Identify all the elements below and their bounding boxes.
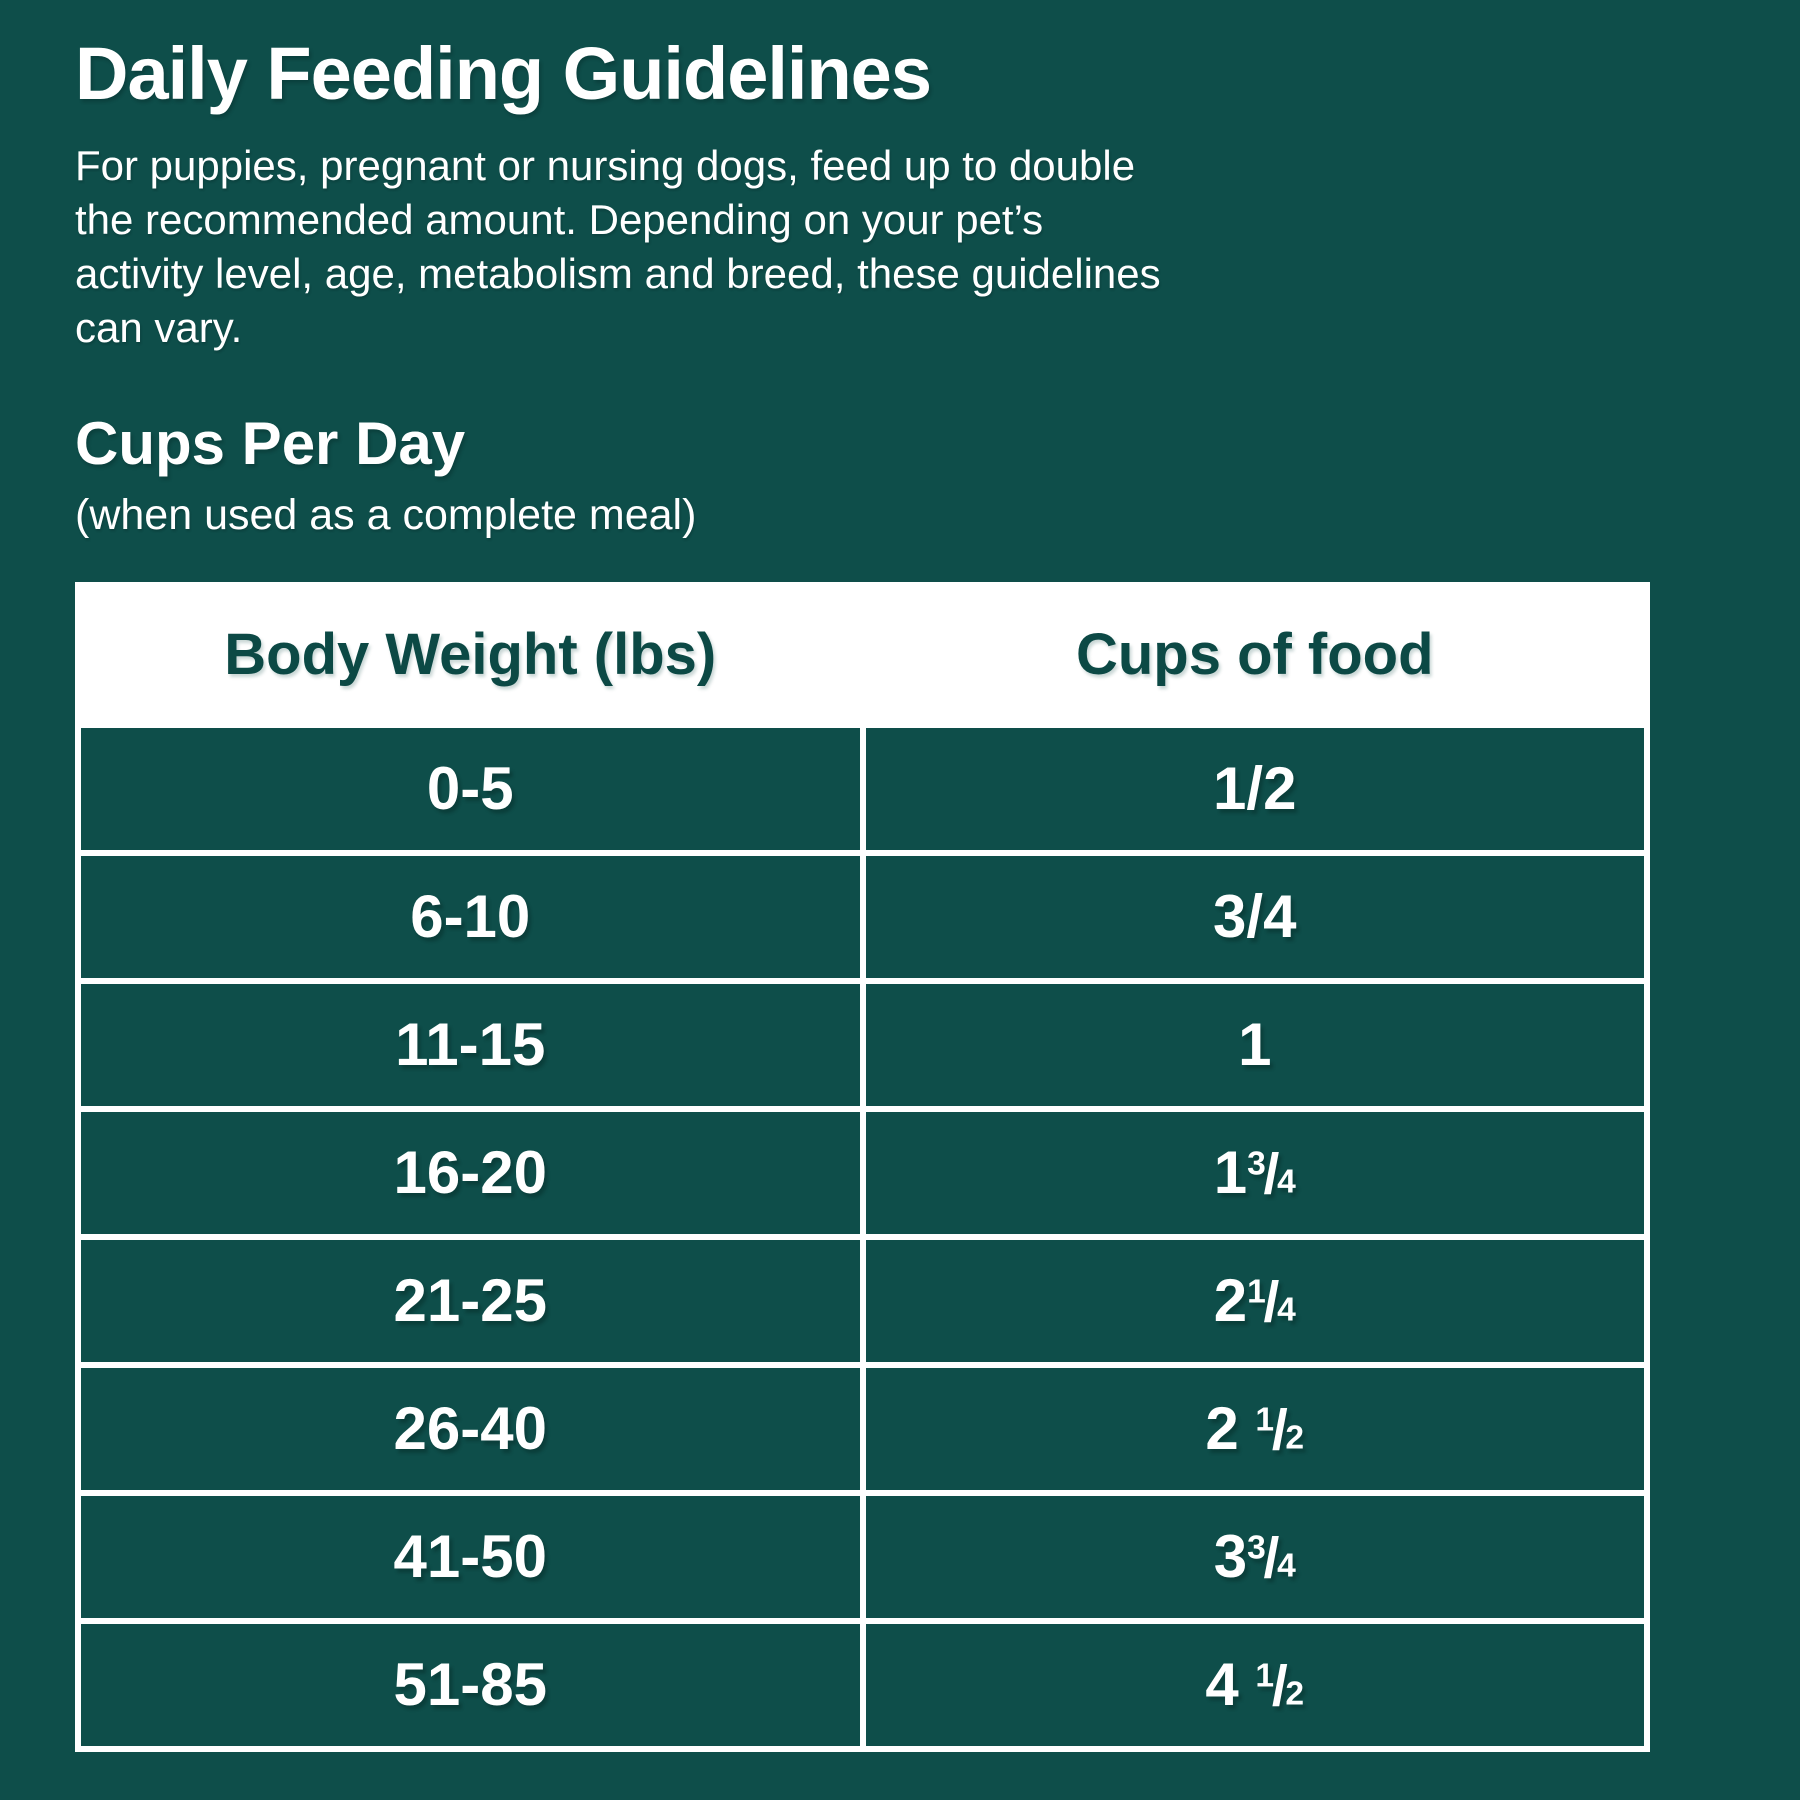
section-subheading: (when used as a complete meal) bbox=[75, 490, 697, 539]
feeding-table: Body Weight (lbs) Cups of food 0-5 1/2 6… bbox=[75, 581, 1650, 1752]
cups-value: 3 bbox=[1213, 1523, 1248, 1591]
table-row: 26-40 2 1/2 bbox=[81, 1367, 1644, 1490]
cups-cell: 1 3/4 bbox=[865, 1111, 1644, 1234]
cups-value: 3/4 bbox=[1213, 883, 1297, 951]
body-weight-cell: 0-5 bbox=[81, 727, 860, 850]
cups-value: 2 bbox=[1205, 1395, 1239, 1463]
cups-cell: 3/4 bbox=[865, 855, 1644, 978]
intro-line: activity level, age, metabolism and bree… bbox=[75, 249, 1161, 297]
cups-fraction: 3/4 bbox=[1247, 1142, 1296, 1207]
body-weight-cell: 16-20 bbox=[81, 1111, 860, 1234]
column-header-cups-of-food: Cups of food bbox=[865, 587, 1644, 722]
column-header-body-weight: Body Weight (lbs) bbox=[81, 587, 860, 722]
cups-value: 1 bbox=[1213, 1139, 1248, 1207]
body-weight-cell: 41-50 bbox=[81, 1495, 860, 1618]
cups-cell: 2 1/2 bbox=[865, 1367, 1644, 1490]
cups-value: 2 bbox=[1213, 1267, 1248, 1335]
body-weight-cell: 51-85 bbox=[81, 1623, 860, 1746]
page-title: Daily Feeding Guidelines bbox=[75, 32, 932, 115]
table-row: 16-20 1 3/4 bbox=[81, 1111, 1644, 1234]
cups-cell: 3 3/4 bbox=[865, 1495, 1644, 1618]
body-weight-cell: 11-15 bbox=[81, 983, 860, 1106]
table-row: 11-15 1 bbox=[81, 983, 1644, 1106]
cups-value: 4 bbox=[1205, 1651, 1239, 1719]
body-weight-cell: 26-40 bbox=[81, 1367, 860, 1490]
table-row: 6-10 3/4 bbox=[81, 855, 1644, 978]
cups-fraction: 1/2 bbox=[1255, 1654, 1305, 1719]
cups-value: 1 bbox=[1238, 1011, 1272, 1079]
table-row: 0-5 1/2 bbox=[81, 727, 1644, 850]
table-header-row: Body Weight (lbs) Cups of food bbox=[81, 587, 1644, 722]
section-heading: Cups Per Day bbox=[75, 409, 466, 477]
table-row: 21-25 2 1/4 bbox=[81, 1239, 1644, 1362]
cups-cell: 1 bbox=[865, 983, 1644, 1106]
intro-line: can vary. bbox=[75, 303, 243, 351]
table-row: 41-50 3 3/4 bbox=[81, 1495, 1644, 1618]
cups-cell: 2 1/4 bbox=[865, 1239, 1644, 1362]
cups-cell: 4 1/2 bbox=[865, 1623, 1644, 1746]
cups-fraction: 1/4 bbox=[1247, 1270, 1296, 1335]
cups-value: 1/2 bbox=[1213, 755, 1297, 823]
table-row: 51-85 4 1/2 bbox=[81, 1623, 1644, 1746]
cups-fraction: 1/2 bbox=[1255, 1398, 1305, 1463]
cups-cell: 1/2 bbox=[865, 727, 1644, 850]
cups-fraction: 3/4 bbox=[1247, 1526, 1296, 1591]
body-weight-cell: 6-10 bbox=[81, 855, 860, 978]
intro-line: For puppies, pregnant or nursing dogs, f… bbox=[75, 141, 1136, 189]
intro-text: For puppies, pregnant or nursing dogs, f… bbox=[75, 139, 1725, 355]
body-weight-cell: 21-25 bbox=[81, 1239, 860, 1362]
intro-line: the recommended amount. Depending on you… bbox=[75, 195, 1044, 243]
